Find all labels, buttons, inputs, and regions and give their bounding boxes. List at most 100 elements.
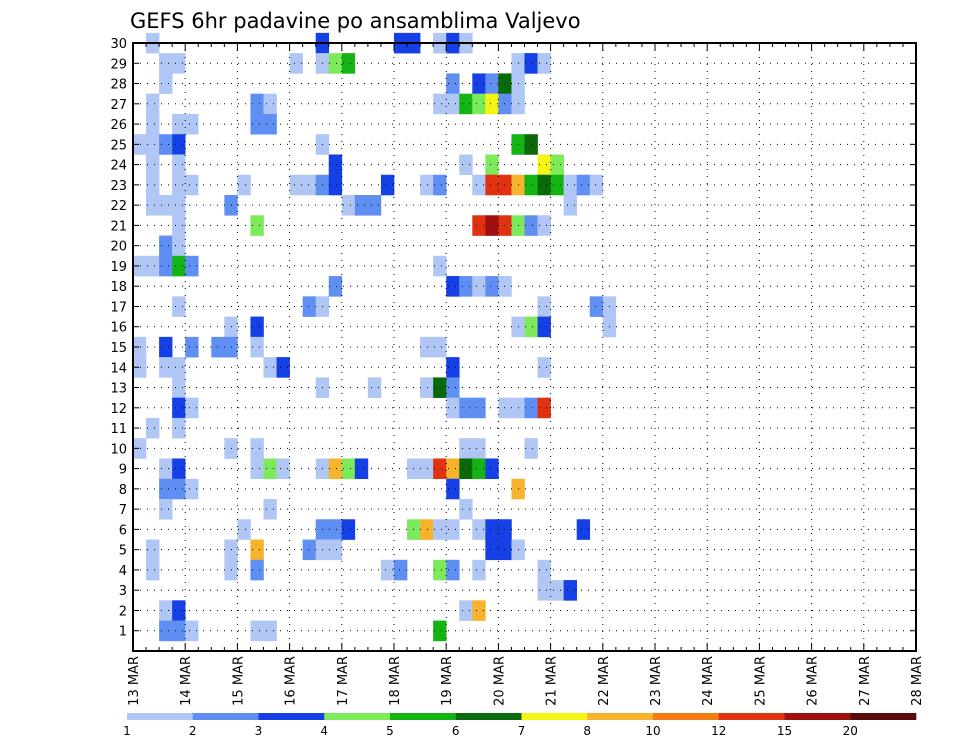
heatmap-cell	[250, 336, 264, 358]
heatmap-cell	[159, 73, 173, 94]
y-tick-label: 6	[119, 523, 127, 538]
heatmap-cell	[159, 53, 173, 74]
heatmap-cell	[524, 134, 538, 155]
heatmap-cell	[133, 438, 147, 459]
x-tick-label: 13 MAR	[127, 656, 142, 706]
heatmap-cell	[263, 357, 277, 378]
heatmap-cell	[133, 134, 147, 155]
heatmap-cell	[250, 113, 264, 135]
heatmap-cell	[433, 174, 447, 196]
y-tick-label: 22	[110, 199, 127, 214]
heatmap-cell	[172, 478, 186, 500]
heatmap-cell	[472, 438, 486, 459]
heatmap-cell	[328, 154, 343, 176]
legend-label: 4	[320, 724, 328, 738]
heatmap-cell	[537, 357, 551, 378]
heatmap-cell	[524, 215, 538, 236]
heatmap-cell	[524, 438, 538, 459]
heatmap-cell	[563, 174, 577, 196]
y-tick-label: 26	[110, 118, 127, 133]
legend-swatch	[324, 713, 391, 720]
heatmap-cell	[159, 458, 173, 480]
heatmap-cell	[420, 377, 434, 398]
legend-label: 2	[189, 724, 197, 738]
heatmap-cell	[250, 93, 264, 115]
heatmap-cell	[524, 53, 538, 74]
heatmap-cell	[159, 499, 173, 520]
heatmap-cell	[159, 195, 173, 216]
heatmap-cell	[459, 154, 473, 176]
legend-swatch	[390, 713, 457, 720]
heatmap-cell	[263, 113, 277, 135]
heatmap-cell	[185, 255, 199, 277]
x-tick-label: 16 MAR	[284, 656, 299, 706]
heatmap-cell	[302, 174, 316, 196]
heatmap-cell	[172, 458, 186, 480]
heatmap-cell	[146, 154, 160, 176]
heatmap-cell	[589, 174, 604, 196]
heatmap-cell	[420, 519, 434, 540]
x-tick-label: 14 MAR	[179, 656, 194, 706]
y-tick-label: 14	[110, 361, 127, 376]
heatmap-cell	[341, 458, 356, 480]
heatmap-cell	[302, 296, 316, 317]
y-tick-label: 9	[119, 463, 127, 478]
y-axis-ticks: 1234567891011121314151617181920212223242…	[110, 37, 916, 640]
heatmap-cell	[159, 336, 173, 358]
legend-label: 8	[583, 724, 591, 738]
legend-swatch	[587, 713, 654, 720]
heatmap-cell	[485, 276, 499, 297]
y-tick-label: 4	[119, 564, 127, 579]
x-tick-label: 15 MAR	[231, 656, 246, 706]
y-tick-label: 11	[110, 422, 127, 437]
y-tick-label: 18	[110, 280, 127, 295]
color-legend: 1 2 3 4 5 6 7 8 10 12 15 20	[123, 713, 917, 738]
heatmap-cell	[498, 397, 512, 419]
y-tick-label: 30	[110, 37, 127, 52]
y-tick-label: 23	[110, 179, 127, 194]
heatmap-cell	[237, 174, 251, 196]
heatmap-cell	[328, 458, 343, 480]
heatmap-cell	[172, 397, 186, 419]
heatmap-cell	[498, 215, 512, 236]
heatmap-cell	[159, 600, 173, 621]
heatmap-cell	[433, 620, 447, 642]
heatmap-cell	[537, 397, 551, 419]
heatmap-cell	[537, 53, 551, 74]
heatmap-cell	[172, 154, 186, 176]
heatmap-cell	[498, 174, 512, 196]
heatmap-cell	[276, 458, 290, 480]
heatmap-cell	[172, 255, 186, 277]
heatmap-cell	[146, 417, 160, 439]
heatmap-cell	[537, 296, 551, 317]
heatmap-cell	[237, 519, 251, 540]
heatmap-cell	[472, 559, 486, 581]
heatmap-cell	[563, 580, 577, 601]
heatmap-cell	[498, 539, 512, 561]
heatmap-cell	[446, 357, 460, 378]
heatmap-cell	[485, 73, 499, 94]
heatmap-cell	[328, 276, 343, 297]
heatmap-cell	[485, 519, 499, 540]
legend-label: 12	[711, 724, 726, 738]
heatmap-cell	[446, 276, 460, 297]
heatmap-cell	[354, 195, 369, 216]
heatmap-cell	[341, 53, 356, 74]
heatmap-cell	[420, 458, 434, 480]
heatmap-cell	[433, 377, 447, 398]
legend-label: 10	[645, 724, 660, 738]
heatmap-cell	[146, 174, 160, 196]
heatmap-cell	[289, 53, 303, 74]
heatmap-cell	[146, 93, 160, 115]
heatmap-cell	[250, 438, 264, 459]
heatmap-cell	[472, 73, 486, 94]
heatmap-cell	[172, 620, 186, 642]
heatmap-cell	[485, 215, 499, 236]
x-tick-label: 24 MAR	[701, 656, 716, 706]
heatmap-cell	[498, 93, 512, 115]
legend-label: 20	[843, 724, 858, 738]
heatmap-cell	[172, 417, 186, 439]
heatmap-cell	[433, 458, 447, 480]
legend-swatch	[718, 713, 785, 720]
heatmap-cell	[172, 195, 186, 216]
